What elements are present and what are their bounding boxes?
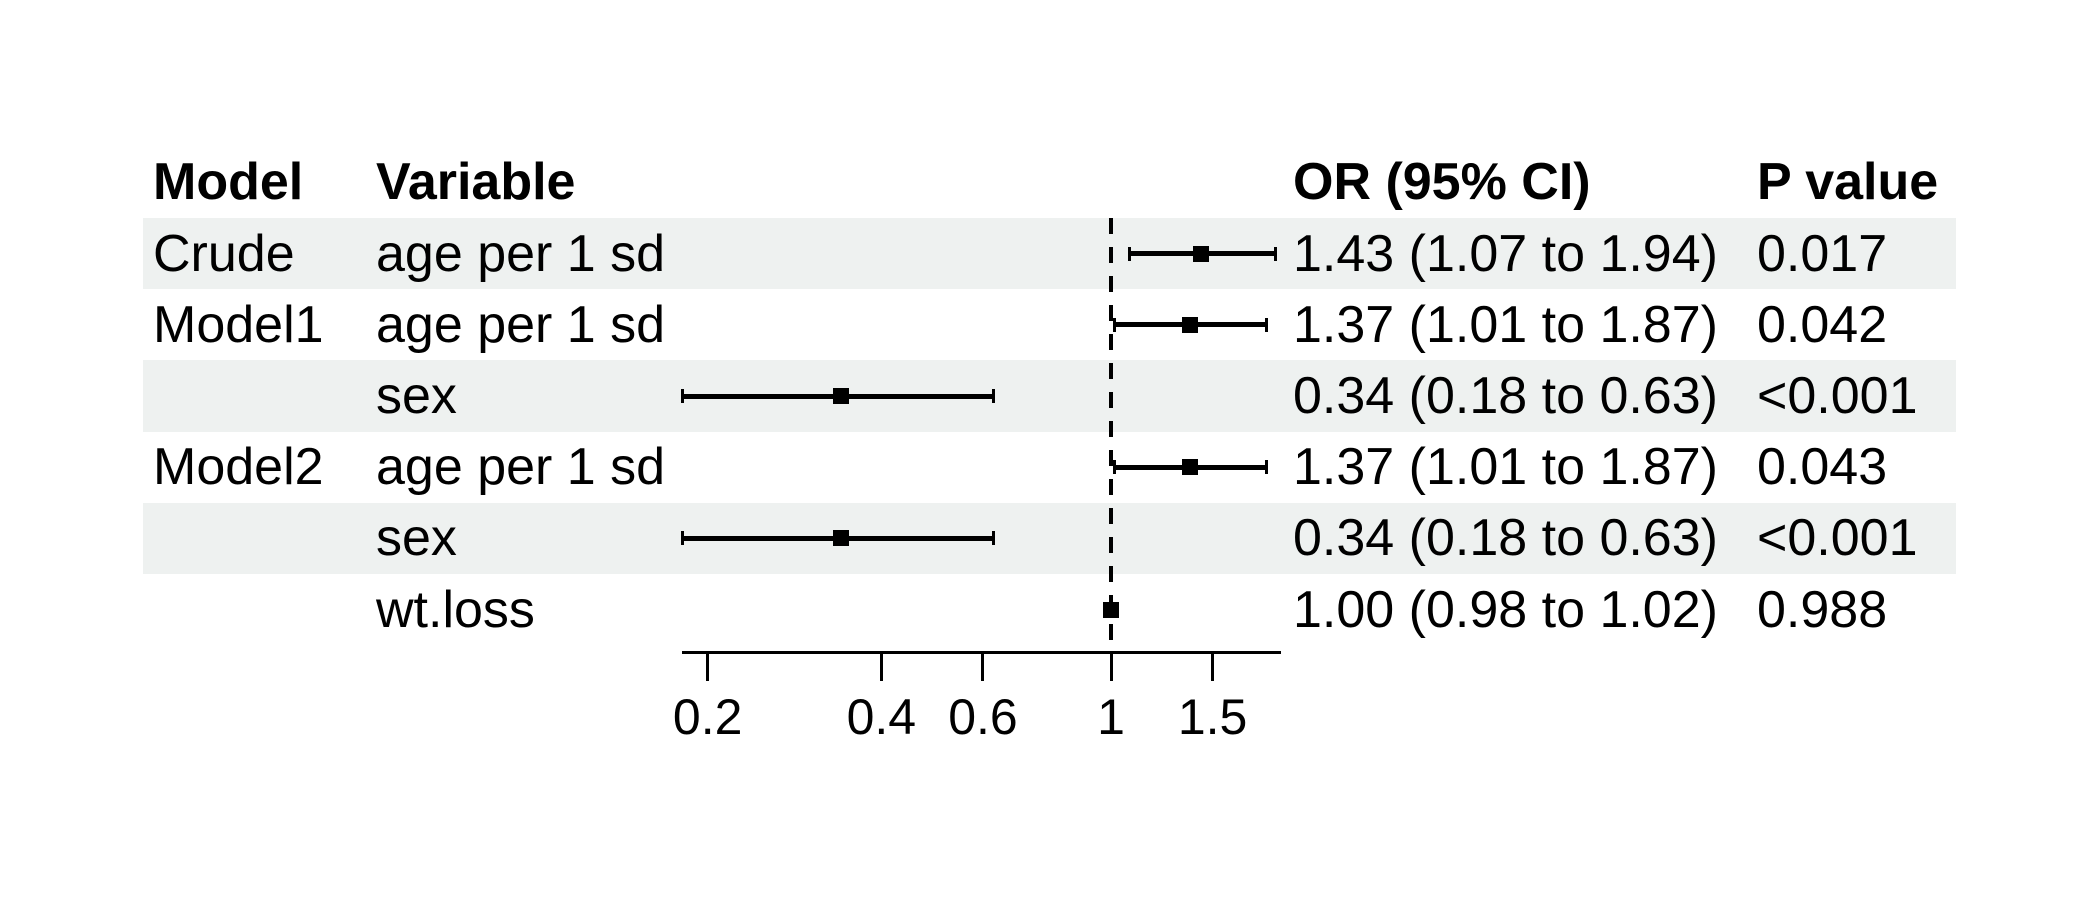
- ci-cap-left: [681, 389, 685, 403]
- variable-cell: age per 1 sd: [376, 438, 666, 497]
- variable-cell: age per 1 sd: [376, 224, 666, 283]
- reference-line: [1109, 218, 1113, 652]
- table-row: Model2 age per 1 sd 1.37 (1.01 to 1.87) 0.0…: [0, 432, 2100, 503]
- ci-cap-left: [1127, 246, 1131, 261]
- variable-cell: sex: [376, 509, 457, 568]
- x-axis-tick: [1211, 652, 1215, 681]
- ci-cap-right: [992, 531, 996, 546]
- or-ci-cell: 1.00 (0.98 to 1.02): [1293, 580, 1718, 639]
- header-p-value: P value: [1757, 153, 1939, 211]
- ci-cap-left: [1113, 317, 1117, 332]
- x-axis-tick-label: 0.2: [672, 689, 743, 745]
- table-row: sex 0.34 (0.18 to 0.63) <0.001: [0, 360, 2100, 432]
- table-header-row: Model Variable OR (95% CI) P value: [0, 146, 2100, 218]
- x-axis-tick: [1109, 652, 1113, 681]
- p-value-cell: <0.001: [1757, 366, 1918, 425]
- table-row: Model1 age per 1 sd 1.37 (1.01 to 1.87) 0.0…: [0, 289, 2100, 360]
- table-row: sex 0.34 (0.18 to 0.63) <0.001: [0, 502, 2100, 574]
- or-ci-cell: 0.34 (0.18 to 0.63): [1293, 509, 1718, 568]
- x-axis-tick: [981, 652, 985, 681]
- p-value-cell: <0.001: [1757, 509, 1918, 568]
- variable-cell: age per 1 sd: [376, 295, 666, 354]
- variable-cell: wt.loss: [376, 580, 535, 639]
- point-estimate-marker: [832, 530, 849, 547]
- x-axis-tick: [706, 652, 710, 681]
- ci-cap-right: [992, 389, 996, 403]
- p-value-cell: 0.042: [1757, 295, 1888, 354]
- or-ci-cell: 1.37 (1.01 to 1.87): [1293, 295, 1718, 354]
- ci-cap-left: [1113, 460, 1117, 475]
- header-or-ci: OR (95% CI): [1293, 153, 1591, 211]
- model-cell: Crude: [153, 224, 295, 283]
- x-axis-tick: [879, 652, 883, 681]
- or-ci-cell: 1.43 (1.07 to 1.94): [1293, 224, 1718, 283]
- row-band-shaded: [143, 218, 1956, 290]
- table-row: wt.loss 1.00 (0.98 to 1.02) 0.988: [0, 574, 2100, 645]
- x-axis-tick-label: 0.6: [948, 689, 1018, 745]
- model-cell: Model1: [153, 295, 324, 354]
- header-variable: Variable: [376, 153, 576, 211]
- point-estimate-marker: [1103, 601, 1119, 618]
- point-estimate-marker: [1192, 245, 1209, 262]
- or-ci-cell: 1.37 (1.01 to 1.87): [1293, 438, 1718, 497]
- point-estimate-marker: [1181, 316, 1198, 333]
- or-ci-cell: 0.34 (0.18 to 0.63): [1293, 366, 1718, 425]
- x-axis-tick-label: 0.4: [846, 689, 917, 745]
- point-estimate-marker: [832, 388, 849, 404]
- p-value-cell: 0.043: [1757, 438, 1888, 497]
- ci-cap-right: [1264, 460, 1268, 475]
- ci-cap-right: [1264, 317, 1268, 332]
- table-row: Crude age per 1 sd 1.43 (1.07 to 1.94) 0.01…: [0, 218, 2100, 290]
- ci-cap-right: [1274, 246, 1278, 261]
- row-band-shaded: [143, 360, 1956, 432]
- ci-cap-left: [681, 531, 685, 546]
- p-value-cell: 0.017: [1757, 224, 1888, 283]
- variable-cell: sex: [376, 366, 457, 425]
- row-band-shaded: [143, 502, 1956, 574]
- p-value-cell: 0.988: [1757, 580, 1888, 639]
- x-axis-tick-label: 1.5: [1177, 689, 1248, 745]
- header-model: Model: [153, 153, 304, 211]
- model-cell: Model2: [153, 438, 324, 497]
- point-estimate-marker: [1181, 459, 1198, 476]
- x-axis-tick-label: 1: [1097, 689, 1125, 745]
